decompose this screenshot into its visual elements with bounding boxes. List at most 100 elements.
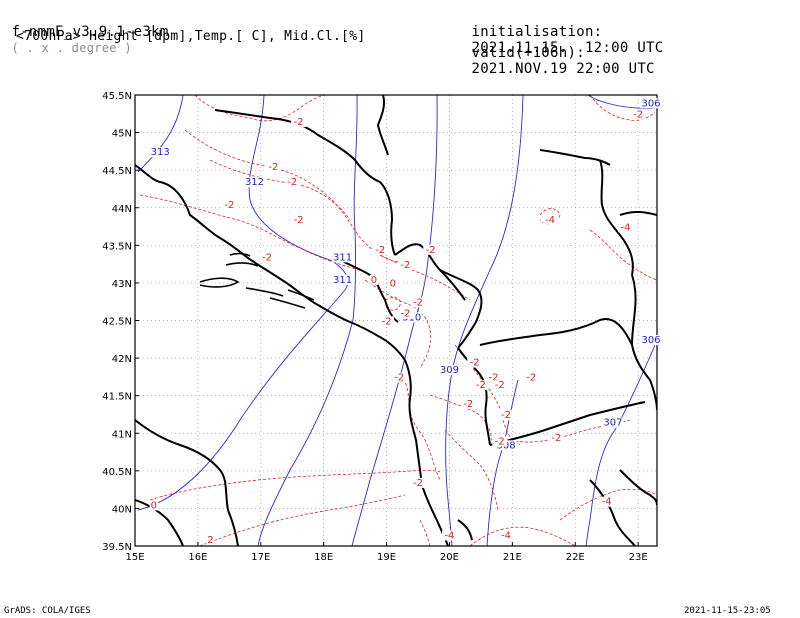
greece-north-border xyxy=(489,401,646,446)
height-contour-label-bg xyxy=(149,147,171,158)
temperature-contour-label: -2 xyxy=(413,478,423,489)
y-tick-label: 40.5N xyxy=(102,467,132,478)
temperature-contour-label-bg xyxy=(149,500,159,511)
height-contour-313 xyxy=(137,95,184,173)
footer-timestamp: 2021-11-15-23:05 xyxy=(684,606,771,616)
serbia-border-west xyxy=(377,95,389,156)
italy-coast xyxy=(135,419,239,546)
albania-coast xyxy=(404,359,449,546)
temperature-contour-label: -4 xyxy=(545,215,555,226)
temp-contour-g xyxy=(384,297,401,311)
temp-contour-q xyxy=(199,494,406,546)
temperature-contour-label: -4 xyxy=(602,497,612,508)
height-contour-label: 306 xyxy=(641,335,660,346)
temperature-contour-label-bg xyxy=(498,530,514,541)
y-tick-label: 44.5N xyxy=(102,166,132,177)
x-tick-label: 17E xyxy=(251,552,270,563)
temperature-contour-label: -2 xyxy=(394,373,404,384)
temperature-contour-label-bg xyxy=(486,372,501,383)
valid-value: 2021.NOV.19 22:00 UTC xyxy=(471,61,655,77)
valid-line: valid(+106h): 2021.NOV.19 22:00 UTC xyxy=(454,29,655,77)
temperature-contour-label: 2 xyxy=(207,535,213,546)
temperature-contour-label-bg xyxy=(221,199,237,210)
height-contour-311 xyxy=(257,95,358,546)
temperature-contour-label: -2 xyxy=(294,215,304,226)
romania-border xyxy=(539,149,611,166)
temperature-contour-label: -2 xyxy=(463,399,473,410)
temperature-contour-label-bg xyxy=(398,308,413,319)
temperature-contour-label: -2 xyxy=(262,252,272,263)
init-label: initialisation: xyxy=(471,24,603,40)
greece-west xyxy=(457,519,473,541)
height-contour-label-bg xyxy=(438,365,461,376)
height-contour-label: 311 xyxy=(333,252,352,263)
y-tick-label: 43.5N xyxy=(102,241,132,252)
height-contour-label-bg xyxy=(331,274,354,285)
longitude-ticks: 15E 16E 17E 18E 19E 20E 21E 22E 23E xyxy=(125,542,648,563)
temp-contour-d xyxy=(139,194,361,271)
temperature-contour-label: -2 xyxy=(488,373,498,384)
height-contour-label-bg xyxy=(243,177,266,188)
temperature-contour-label-bg xyxy=(410,477,426,488)
height-contour-310 xyxy=(351,95,438,546)
island-5 xyxy=(287,289,315,301)
y-tick-label: 45.5N xyxy=(102,91,132,102)
height-contour-label: 306 xyxy=(641,98,660,109)
height-contour-label-bg xyxy=(640,335,662,346)
island-1 xyxy=(199,277,240,288)
height-contour-label-bg xyxy=(331,252,354,263)
temperature-contour-label: -2 xyxy=(633,110,643,121)
y-tick-label: 43N xyxy=(112,279,132,290)
x-tick-label: 16E xyxy=(188,552,207,563)
footer-credit: GrADS: COLA/IGES xyxy=(4,606,91,616)
temperature-contour-label: -2 xyxy=(413,297,423,308)
temp-contour-p xyxy=(149,470,441,501)
height-contours xyxy=(137,95,656,546)
latitude-ticks: 45.5N 45N 44.5N 44N 43.5N 43N 42.5N 42N 41.5N 41N… xyxy=(102,91,139,553)
temperature-contour-label: -2 xyxy=(476,380,486,391)
temp-contour-f xyxy=(364,279,431,369)
temperature-contour-label-bg xyxy=(410,297,426,308)
temperature-contour-label: -2 xyxy=(495,380,505,391)
temperature-contour-label-bg xyxy=(630,109,646,120)
temperature-contour-label: -2 xyxy=(526,373,536,384)
temperature-contour-label-bg xyxy=(379,316,394,327)
height-contour-label-bg xyxy=(640,98,662,109)
temperature-contour-label: -2 xyxy=(470,358,480,369)
y-tick-label: 41N xyxy=(112,429,132,440)
temperature-contour-label: -2 xyxy=(400,260,410,271)
x-tick-label: 23E xyxy=(629,552,648,563)
temp-contour-s xyxy=(469,526,576,546)
coastlines-borders xyxy=(135,95,657,546)
temp-contour-i xyxy=(454,344,521,446)
y-tick-label: 42N xyxy=(112,354,132,365)
temperature-contour-label: -2 xyxy=(426,245,436,256)
temp-contour-e xyxy=(379,254,471,301)
temperature-contour-label: 0 xyxy=(151,500,157,511)
temp-contour-b xyxy=(184,129,399,263)
height-contour-309 xyxy=(445,95,524,546)
temperature-contour-label-bg xyxy=(599,496,615,507)
height-contour-308 xyxy=(486,379,519,546)
temperature-contour-label-bg xyxy=(388,278,398,289)
temperature-contour-label-bg xyxy=(265,162,281,173)
height-contour-label: 312 xyxy=(245,177,264,188)
x-tick-label: 18E xyxy=(314,552,333,563)
islands xyxy=(199,252,315,309)
temperature-contour-label: -2 xyxy=(375,245,385,256)
temperature-contour-label: -2 xyxy=(501,410,511,421)
greece-inner-b xyxy=(619,469,657,506)
temperature-contour-label-bg xyxy=(548,432,564,443)
temperature-contour-label-bg xyxy=(206,535,215,545)
island-4 xyxy=(269,297,306,309)
temperature-contour-label-bg xyxy=(369,274,379,285)
temp-contour-j xyxy=(429,394,493,441)
temperature-contour-label-bg xyxy=(398,259,413,270)
x-tick-label: 19E xyxy=(377,552,396,563)
temperature-contour-label: -2 xyxy=(400,309,410,320)
bulgaria-east xyxy=(619,211,657,216)
bulgaria-serbia-border xyxy=(599,159,634,276)
temperature-contour-label: -4 xyxy=(621,222,631,233)
y-tick-label: 39.5N xyxy=(102,542,132,553)
temperature-contour-label: -2 xyxy=(224,200,234,211)
